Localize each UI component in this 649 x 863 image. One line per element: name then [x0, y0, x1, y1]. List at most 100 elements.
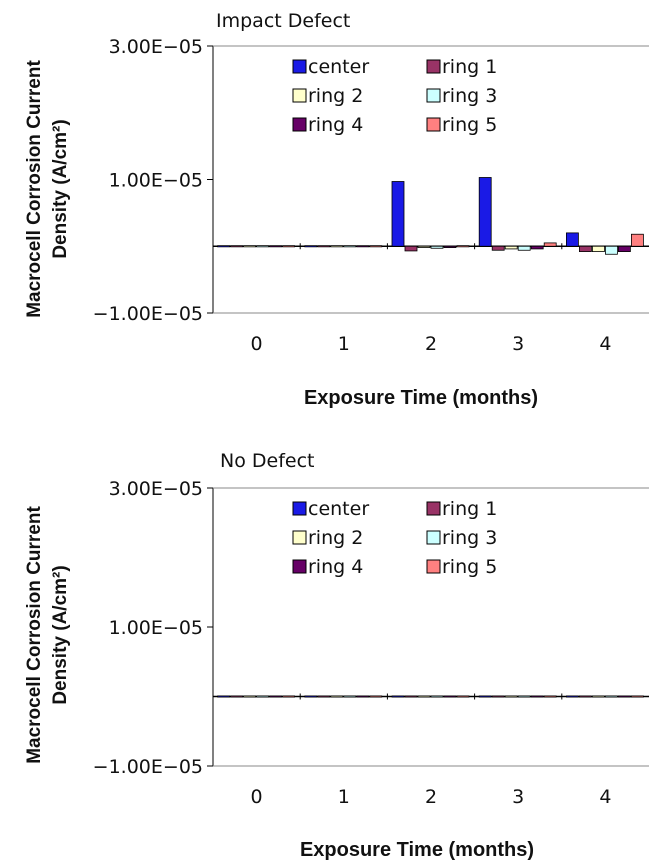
x-axis-label: Exposure Time (months) [304, 387, 538, 409]
bar-ring-4-month-0 [269, 245, 283, 248]
bar-center-month-2 [391, 181, 405, 247]
bar-ring-3-month-3 [517, 695, 531, 698]
legend-label-ring-1: ring 1 [442, 56, 497, 78]
legend-swatch-ring-4 [292, 559, 307, 574]
x-tick-label: 3 [512, 786, 524, 808]
bar-ring-5-month-0 [282, 245, 296, 248]
bar-ring-1-month-1 [317, 695, 331, 698]
bar-ring-2-month-2 [417, 695, 431, 698]
x-tick-label: 1 [338, 786, 350, 808]
bar-ring-3-month-0 [256, 695, 270, 698]
bar-ring-2-month-2 [417, 245, 431, 248]
legend-swatch-ring-1 [426, 59, 441, 74]
legend-label-center: center [308, 498, 369, 520]
bar-ring-3-month-4 [605, 245, 618, 255]
y-axis-label-line1: Macrocell Corrosion Current [24, 60, 45, 318]
bar-center-month-2 [391, 695, 405, 698]
bar-ring-3-month-3 [517, 245, 531, 251]
bar-center-month-0 [217, 245, 231, 248]
bar-center-month-1 [304, 695, 318, 698]
y-tick-label: −1.00E−05 [93, 303, 203, 325]
legend-swatch-ring-3 [426, 88, 441, 103]
bar-ring-5-month-4 [631, 233, 644, 247]
bar-ring-2-month-1 [330, 245, 344, 248]
legend-label-ring-3: ring 3 [442, 527, 497, 549]
plot-area: 3.00E−05 1.00E−05 −1.00E−05 0 1 2 3 4 center ring… [93, 36, 649, 355]
legend-swatch-ring-2 [292, 530, 307, 545]
bar-ring-5-month-2 [456, 695, 470, 698]
legend-label-ring-2: ring 2 [308, 527, 363, 549]
chart-title: Impact Defect [216, 10, 350, 32]
x-tick-label: 0 [251, 786, 263, 808]
x-tick-label: 2 [425, 786, 437, 808]
bar-ring-1-month-4 [579, 695, 592, 698]
bar-center-month-4 [566, 695, 579, 698]
x-tick-label: 3 [512, 333, 524, 355]
bar-ring-2-month-3 [504, 245, 518, 250]
bar-ring-2-month-4 [592, 245, 605, 252]
bar-ring-1-month-0 [230, 245, 244, 248]
bar-ring-2-month-1 [330, 695, 344, 698]
chart-title: No Defect [220, 450, 314, 472]
bar-ring-5-month-0 [282, 695, 296, 698]
bar-ring-4-month-0 [269, 695, 283, 698]
bar-ring-1-month-4 [579, 245, 592, 252]
legend-swatch-ring-5 [426, 559, 441, 574]
bar-ring-4-month-4 [618, 695, 631, 698]
legend-swatch-ring-2 [292, 88, 307, 103]
legend-swatch-center [292, 59, 307, 74]
y-axis-label-line1: Macrocell Corrosion Current [24, 506, 45, 764]
legend-label-center: center [308, 56, 369, 78]
bar-ring-3-month-2 [430, 695, 444, 698]
legend-swatch-ring-3 [426, 530, 441, 545]
bar-ring-5-month-4 [631, 695, 644, 698]
bar-ring-1-month-1 [317, 245, 331, 248]
bar-ring-3-month-0 [256, 245, 270, 248]
bar-ring-4-month-4 [618, 245, 631, 252]
bar-ring-4-month-2 [443, 695, 457, 698]
bar-ring-1-month-3 [491, 695, 505, 698]
y-axis-label-line2: Density (A/cm²) [50, 565, 71, 704]
legend-label-ring-4: ring 4 [308, 556, 363, 578]
legend-label-ring-5: ring 5 [442, 556, 497, 578]
y-axis-label-line2: Density (A/cm²) [50, 119, 71, 258]
plot-area: 3.00E−05 1.00E−05 −1.00E−05 0 1 2 3 4 center ring… [93, 478, 649, 808]
bar-ring-5-month-2 [456, 245, 470, 248]
legend-swatch-ring-1 [426, 501, 441, 516]
bar-ring-4-month-1 [356, 695, 370, 698]
x-axis-label: Exposure Time (months) [300, 839, 534, 861]
bar-ring-3-month-4 [605, 695, 618, 698]
bar-ring-4-month-3 [530, 695, 544, 698]
bar-ring-2-month-4 [592, 695, 605, 698]
y-tick-label: 1.00E−05 [109, 170, 203, 192]
chart-impact-defect: Impact Defect Macrocell Corrosion Curren… [24, 10, 649, 409]
bar-ring-1-month-2 [404, 695, 418, 698]
x-tick-label: 1 [338, 333, 350, 355]
legend-label-ring-5: ring 5 [442, 114, 497, 136]
bar-ring-1-month-0 [230, 695, 244, 698]
bar-ring-1-month-2 [404, 245, 418, 252]
bar-center-month-0 [217, 695, 231, 698]
legend-swatch-center [292, 501, 307, 516]
legend-swatch-ring-4 [292, 117, 307, 132]
bar-ring-2-month-3 [504, 695, 518, 698]
legend-label-ring-3: ring 3 [442, 85, 497, 107]
bar-ring-3-month-2 [430, 245, 444, 249]
bar-center-month-4 [566, 232, 579, 247]
x-tick-label: 0 [251, 333, 263, 355]
legend-label-ring-1: ring 1 [442, 498, 497, 520]
x-tick-label: 4 [599, 786, 611, 808]
legend-swatch-ring-5 [426, 117, 441, 132]
x-tick-label: 2 [425, 333, 437, 355]
bar-ring-4-month-1 [356, 245, 370, 248]
x-tick-label: 4 [599, 333, 611, 355]
bar-ring-5-month-1 [369, 695, 383, 698]
y-tick-label: 1.00E−05 [109, 617, 203, 639]
chart-no-defect: No Defect Macrocell Corrosion Current De… [24, 450, 649, 861]
bar-center-month-3 [478, 695, 492, 698]
y-tick-label: 3.00E−05 [109, 478, 203, 500]
bar-ring-2-month-0 [243, 245, 257, 248]
y-tick-label: 3.00E−05 [109, 36, 203, 58]
bar-ring-3-month-1 [343, 695, 357, 698]
